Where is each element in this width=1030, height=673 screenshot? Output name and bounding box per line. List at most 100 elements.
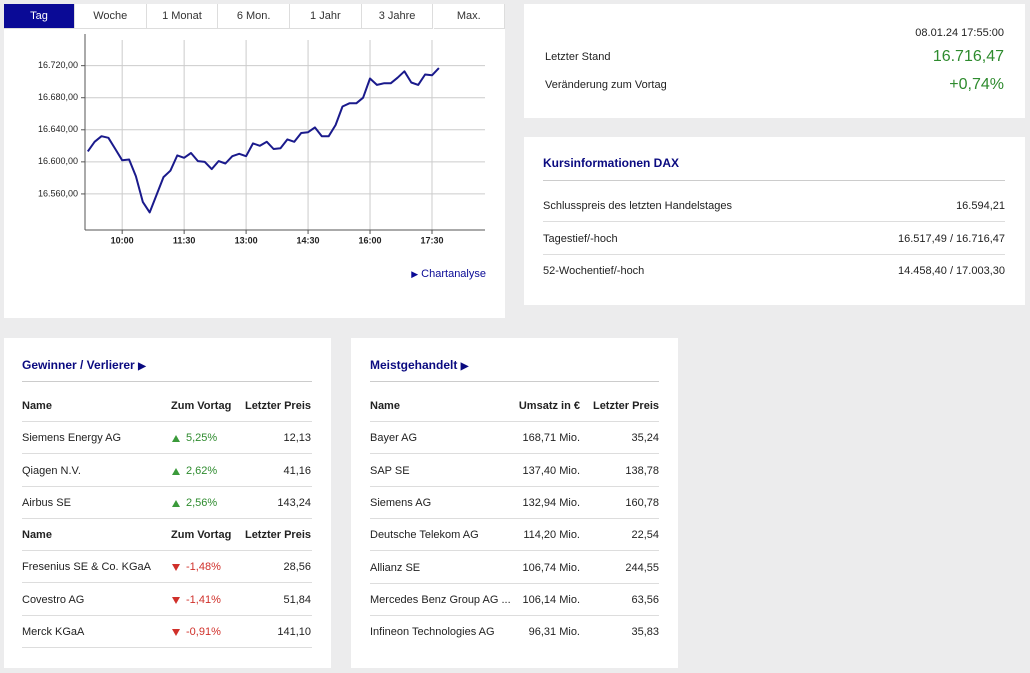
row-divider: [22, 485, 312, 487]
chart-link[interactable]: ▶ Chartanalyse: [411, 268, 486, 280]
x-tick-label: 14:30: [297, 235, 320, 245]
tab[interactable]: Tag: [4, 4, 75, 29]
change: -1,41%: [172, 593, 221, 606]
price: 12,13: [283, 432, 311, 445]
row-divider: [370, 453, 659, 455]
price: 28,56: [283, 561, 311, 574]
stock-name: Fresenius SE & Co. KGaA: [22, 561, 151, 574]
col-header: Name: [370, 400, 400, 412]
change: 5,25%: [171, 432, 218, 445]
turnover: 106,74 Mio.: [522, 561, 580, 574]
panel-title-text[interactable]: Meistgehandelt: [370, 358, 458, 372]
row-divider: [22, 550, 312, 551]
change: -1,48%: [172, 561, 221, 574]
change: 2,62%: [171, 464, 218, 477]
turnover: 132,94 Mio.: [522, 496, 580, 509]
turnover: 168,71 Mio.: [522, 432, 580, 445]
price: 41,16: [283, 464, 311, 477]
tab[interactable]: 1 Monat: [146, 4, 219, 29]
x-tick-label: 11:30: [173, 235, 196, 245]
row-divider: [370, 517, 659, 519]
row-divider: [22, 453, 312, 455]
divider: [370, 381, 659, 382]
x-tick-label: 16:00: [359, 235, 382, 245]
turnover: 114,20 Mio.: [523, 529, 580, 542]
price-line: [86, 67, 440, 214]
stock-name: Covestro AG: [22, 593, 85, 606]
kursinfo-panel: Kursinformationen DAX Schlusspreis des l…: [524, 137, 1025, 305]
price: 63,56: [631, 593, 659, 606]
stock-name: Qiagen N.V.: [22, 464, 81, 477]
chart-link-text[interactable]: Chartanalyse: [421, 268, 486, 280]
row-divider: [543, 253, 1005, 255]
x-tick-label: 10:00: [111, 235, 134, 245]
timestamp: 08.01.24 17:55:00: [915, 27, 1004, 39]
price: 141,10: [277, 625, 311, 638]
stock-name: Mercedes Benz Group AG ...: [370, 593, 511, 606]
row-label: 52-Wochentief/-hoch: [543, 265, 645, 277]
price: 143,24: [277, 496, 311, 509]
tab[interactable]: Max.: [433, 4, 505, 29]
price: 35,83: [631, 626, 659, 639]
tab[interactable]: 3 Jahre: [361, 4, 434, 29]
row-divider: [370, 582, 659, 584]
row-divider: [370, 485, 659, 487]
quote-panel: 08.01.24 17:55:00 Letzter Stand 16.716,4…: [524, 4, 1025, 118]
stock-name: Bayer AG: [370, 432, 418, 445]
stock-name: Allianz SE: [370, 561, 421, 574]
row-divider: [22, 421, 312, 422]
divider: [543, 180, 1005, 181]
price: 22,54: [631, 529, 659, 542]
panel-title[interactable]: Gewinner / Verlierer ▶: [22, 358, 146, 372]
price: 51,84: [283, 593, 311, 606]
row-divider: [370, 421, 659, 422]
row-divider: [543, 221, 1005, 222]
stock-name: Merck KGaA: [22, 625, 85, 638]
y-tick-label: 16.640,00: [38, 124, 78, 134]
row-divider: [22, 646, 312, 648]
y-tick-label: 16.680,00: [38, 92, 78, 102]
row-divider: [22, 582, 312, 584]
row-divider: [22, 517, 312, 519]
row-value: 14.458,40 / 17.003,30: [897, 265, 1005, 277]
row-label: Tagestief/-hoch: [543, 232, 618, 245]
panel-title[interactable]: Meistgehandelt ▶: [370, 358, 469, 372]
chart-panel: Tag Woche 1 Monat 6 Mon. 1 Jahr 3 Jahre Max. 1…: [4, 4, 505, 318]
y-tick-label: 16.600,00: [38, 156, 78, 166]
y-tick-label: 16.560,00: [38, 188, 78, 198]
turnover: 96,31 Mio.: [528, 626, 580, 639]
change-label: Veränderung zum Vortag: [545, 79, 667, 91]
panel-title-text[interactable]: Gewinner / Verlierer: [22, 358, 135, 372]
stock-name: Siemens Energy AG: [22, 432, 122, 445]
change: -0,91%: [172, 625, 221, 638]
row-value: 16.517,49 / 16.716,47: [897, 232, 1005, 245]
last-value: 16.716,47: [932, 48, 1004, 65]
row-value: 16.594,21: [956, 200, 1005, 212]
col-header: Umsatz in €: [518, 400, 580, 412]
row-divider: [370, 550, 659, 552]
row-divider: [22, 614, 312, 616]
col-header: Name: [22, 529, 52, 541]
change: 2,56%: [171, 496, 218, 509]
price: 160,78: [625, 496, 659, 509]
most-traded-panel[interactable]: Meistgehandelt ▶ Name Umsatz in € Letzter …: [351, 338, 678, 668]
y-tick-label: 16.720,00: [38, 60, 78, 70]
stock-name: Airbus SE: [22, 496, 71, 509]
tab[interactable]: 1 Jahr: [290, 4, 362, 29]
last-label: Letzter Stand: [545, 51, 611, 63]
col-header: Letzter Preis: [592, 400, 659, 412]
tab[interactable]: 6 Mon.: [218, 4, 290, 29]
turnover: 137,40 Mio.: [522, 464, 580, 477]
turnover: 106,14 Mio.: [522, 593, 580, 606]
col-header: Name: [22, 400, 52, 412]
row-label: Schlusspreis des letzten Handelstages: [543, 200, 732, 212]
chart: 16.560,00 16.600,00 16.640,00 16.680,00 16.7…: [38, 34, 485, 245]
col-header: Zum Vortag: [171, 400, 232, 412]
x-tick-label: 17:30: [420, 235, 443, 245]
winners-panel[interactable]: Gewinner / Verlierer ▶ Name Zum Vortag Let…: [4, 338, 331, 668]
stock-name: Deutsche Telekom AG: [370, 529, 479, 542]
tab[interactable]: Woche: [75, 4, 147, 29]
row-divider: [370, 614, 659, 616]
col-header: Letzter Preis: [244, 400, 311, 412]
price: 244,55: [625, 561, 659, 574]
